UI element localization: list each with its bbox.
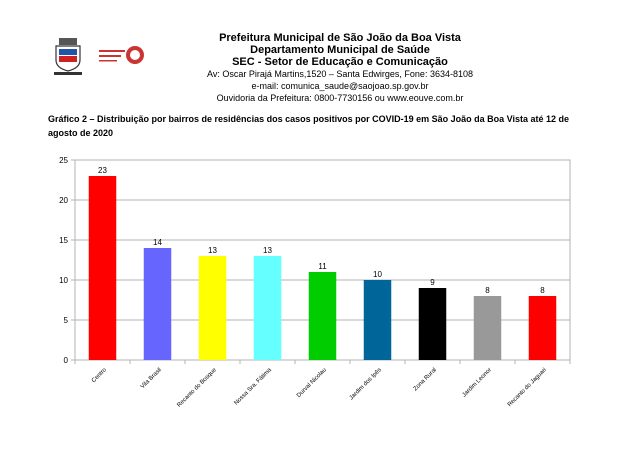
bar bbox=[363, 280, 392, 360]
x-tick-label: Jardim dos Ipês bbox=[349, 367, 383, 401]
x-tick-label: Jardim Leonor bbox=[462, 367, 493, 398]
bar bbox=[473, 296, 502, 360]
header-line3: SEC - Setor de Educação e Comunicação bbox=[232, 56, 448, 68]
bar-value-label: 14 bbox=[153, 238, 162, 247]
x-tick-label: Nossa Sra. Fátima bbox=[234, 367, 274, 407]
chart-caption: Gráfico 2 – Distribuição por bairros de … bbox=[48, 114, 570, 138]
bar bbox=[308, 272, 337, 360]
x-tick-label: Centro bbox=[91, 367, 108, 384]
bar bbox=[528, 296, 557, 360]
header-ouvidoria: Ouvidoria da Prefeitura: 0800-7730156 ou… bbox=[216, 93, 464, 103]
bar-value-label: 13 bbox=[208, 246, 217, 255]
y-tick-label: 10 bbox=[59, 276, 68, 285]
x-tick-label: Zona Rural bbox=[413, 367, 438, 392]
header-line2: Departamento Municipal de Saúde bbox=[250, 44, 430, 56]
bar-value-label: 11 bbox=[318, 262, 327, 271]
bar-value-label: 9 bbox=[430, 278, 435, 287]
header-address: Av: Oscar Pirajá Martins,1520 – Santa Ed… bbox=[207, 69, 473, 79]
y-tick-label: 25 bbox=[59, 156, 68, 165]
bar-chart: 0 5 10 15 20 25 23 Centro 14 Vila Brasil 13 Recanto… bbox=[59, 156, 571, 409]
header-email: e-mail: comunica_saude@saojoao.sp.gov.br bbox=[251, 81, 429, 91]
bar-value-label: 23 bbox=[98, 166, 107, 175]
sec-department-logo bbox=[99, 46, 144, 64]
bar-value-label: 8 bbox=[540, 286, 545, 295]
bar bbox=[418, 288, 447, 360]
x-tick-label: Vila Brasil bbox=[140, 367, 163, 390]
y-tick-label: 20 bbox=[59, 196, 68, 205]
bar-value-label: 13 bbox=[263, 246, 272, 255]
x-tick-label: Recanto do Jaguari bbox=[507, 367, 548, 408]
bar bbox=[253, 256, 282, 360]
bar bbox=[198, 256, 227, 360]
bar-value-label: 10 bbox=[373, 270, 382, 279]
city-coat-of-arms-logo bbox=[54, 38, 82, 75]
y-tick-label: 5 bbox=[64, 316, 69, 325]
bar bbox=[143, 248, 172, 360]
header-line1: Prefeitura Municipal de São João da Boa … bbox=[219, 32, 461, 44]
y-tick-label: 15 bbox=[59, 236, 68, 245]
bar bbox=[88, 176, 117, 360]
y-tick-label: 0 bbox=[64, 356, 69, 365]
x-tick-label: Recanto do Bosque bbox=[176, 367, 218, 409]
letterhead: Prefeitura Municipal de São João da Boa … bbox=[150, 32, 530, 104]
x-tick-label: Durval Nicolau bbox=[296, 367, 328, 399]
bar-value-label: 8 bbox=[485, 286, 490, 295]
